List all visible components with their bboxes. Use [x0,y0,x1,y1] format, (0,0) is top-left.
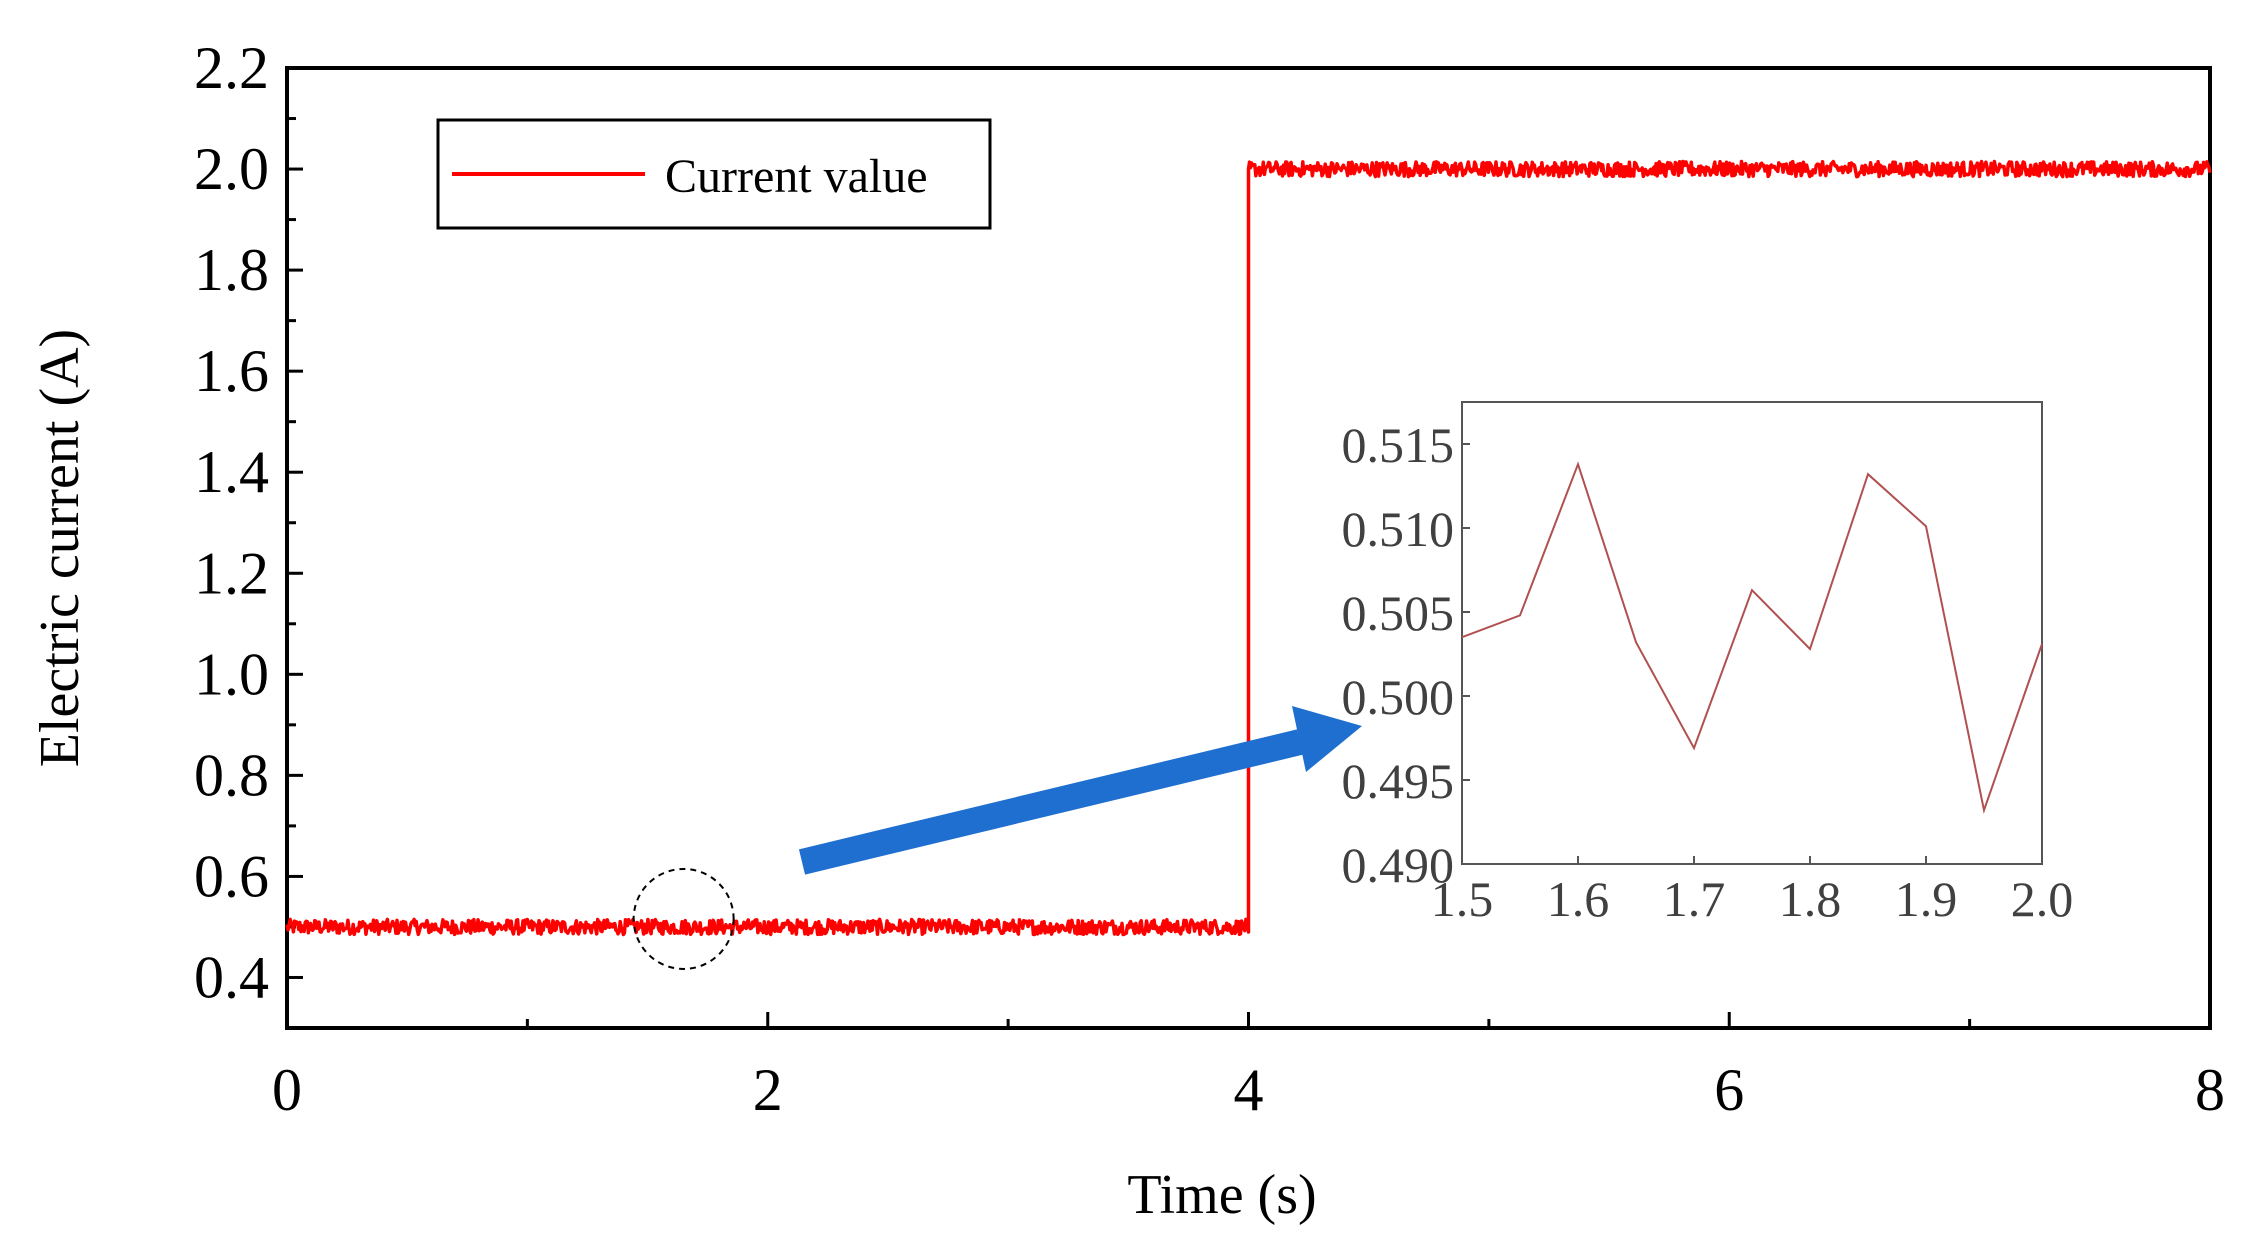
y-tick-label: 2.2 [194,35,269,101]
legend-label-current-value: Current value [665,150,928,203]
inset-x-tick-label: 1.5 [1431,871,1494,927]
y-tick-label: 1.0 [194,641,269,707]
y-axis-ticks: 0.4 0.6 0.8 1.0 1.2 1.4 1.6 1.8 2.0 2.2 [194,35,303,1010]
x-tick-label: 8 [2195,1057,2225,1123]
x-tick-label: 2 [753,1057,783,1123]
inset-y-tick-label: 0.490 [1342,837,1455,893]
series-line-current-value [285,159,2212,937]
x-axis-ticks: 0 2 4 6 8 [272,1012,2225,1123]
inset-y-tick-label: 0.500 [1342,669,1455,725]
y-tick-label: 1.4 [194,439,269,505]
inset-y-axis-ticks: 0.490 0.495 0.500 0.505 0.510 0.515 [1342,417,1470,893]
inset-x-tick-label: 1.6 [1547,871,1610,927]
zoom-arrow-head [1292,706,1362,772]
zoom-highlight-circle [632,867,735,970]
inset-y-tick-label: 0.515 [1342,417,1455,473]
inset-y-tick-label: 0.505 [1342,585,1455,641]
inset-plot-frame [1461,401,2043,865]
y-axis-label: Electric current (A) [29,329,91,767]
inset-x-tick-label: 1.8 [1779,871,1842,927]
y-tick-label: 0.6 [194,843,269,909]
y-tick-label: 2.0 [194,136,269,202]
legend: Current value [436,118,992,230]
inset-x-tick-label: 1.9 [1895,871,1958,927]
x-tick-label: 6 [1714,1057,1744,1123]
y-tick-label: 0.8 [194,742,269,808]
x-axis-label: Time (s) [1127,1164,1316,1226]
y-tick-label: 1.6 [194,338,269,404]
y-tick-label: 1.2 [194,540,269,606]
y-tick-label: 1.8 [194,237,269,303]
inset-series-line [1461,461,2043,814]
inset-x-axis-ticks: 1.5 1.6 1.7 1.8 1.9 2.0 [1431,856,2074,927]
x-tick-label: 4 [1234,1057,1264,1123]
zoom-arrow [798,706,1362,875]
y-tick-label: 0.4 [194,944,269,1010]
zoom-arrow-shaft [798,729,1304,875]
inset-y-tick-label: 0.510 [1342,501,1455,557]
inset-x-tick-label: 1.7 [1663,871,1726,927]
x-tick-label: 0 [272,1057,302,1123]
inset-x-tick-label: 2.0 [2011,871,2074,927]
inset-y-tick-label: 0.495 [1342,753,1455,809]
